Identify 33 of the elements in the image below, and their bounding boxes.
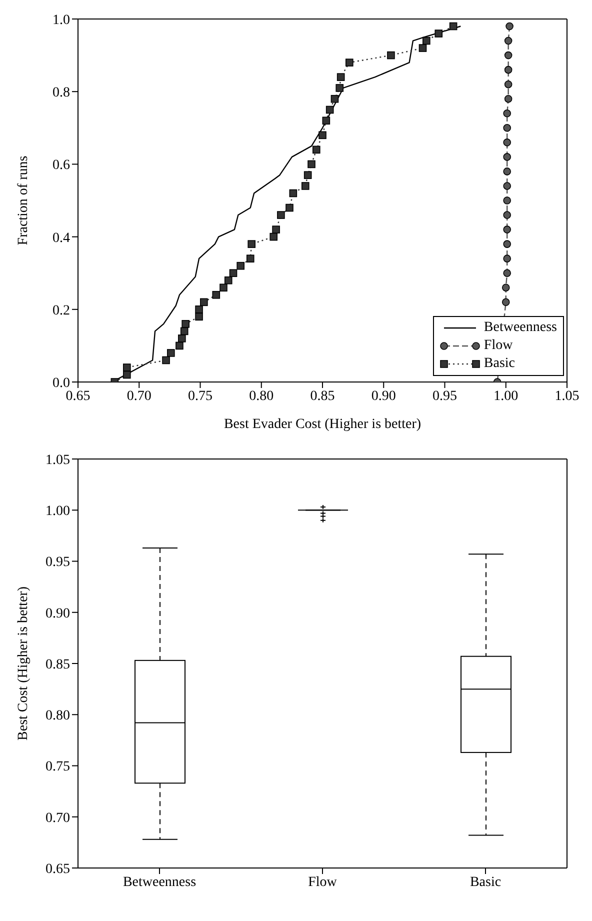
y-tick-label: 0.8 [52, 86, 70, 101]
y-tick-label: 0.95 [46, 555, 70, 570]
y-axis-title: Fraction of runs [16, 156, 31, 246]
legend-label: Betweenness [484, 320, 557, 336]
x-tick-label: Flow [308, 874, 338, 890]
y-tick-label: 0.75 [46, 760, 70, 775]
x-tick-label: 0.70 [126, 388, 152, 404]
x-tick-label: 0.95 [432, 388, 457, 404]
y-axis-title: Best Cost (Higher is better) [16, 586, 31, 740]
legend-label: Flow [484, 338, 513, 354]
x-tick-label: 0.90 [371, 388, 396, 404]
x-tick-label: 1.05 [554, 388, 580, 404]
y-tick-label: 0.2 [52, 303, 70, 318]
x-axis-title: Best Evader Cost (Higher is better) [224, 417, 422, 432]
y-tick-label: 1.00 [46, 504, 70, 520]
y-tick-label: 0.6 [52, 158, 70, 174]
y-tick-label: 0.70 [46, 810, 70, 826]
x-tick-label: Basic [470, 874, 502, 890]
x-tick-label: 0.65 [66, 388, 90, 404]
y-tick-label: 0.4 [52, 230, 70, 246]
x-tick-label: Betweenness [122, 874, 196, 890]
y-tick-label: 0.90 [46, 606, 70, 622]
x-tick-label: 0.80 [249, 388, 274, 404]
x-tick-label: 1.00 [494, 388, 518, 404]
legend-label: Basic [484, 356, 516, 372]
y-tick-label: 1.05 [46, 452, 70, 468]
y-tick-label: 1.0 [52, 12, 70, 28]
x-tick-label: 0.85 [310, 388, 335, 404]
y-tick-label: 0.0 [52, 376, 70, 391]
y-tick-label: 0.80 [46, 708, 70, 724]
y-tick-label: 0.85 [46, 657, 70, 672]
y-tick-label: 0.65 [46, 862, 70, 877]
x-tick-label: 0.75 [188, 388, 212, 404]
